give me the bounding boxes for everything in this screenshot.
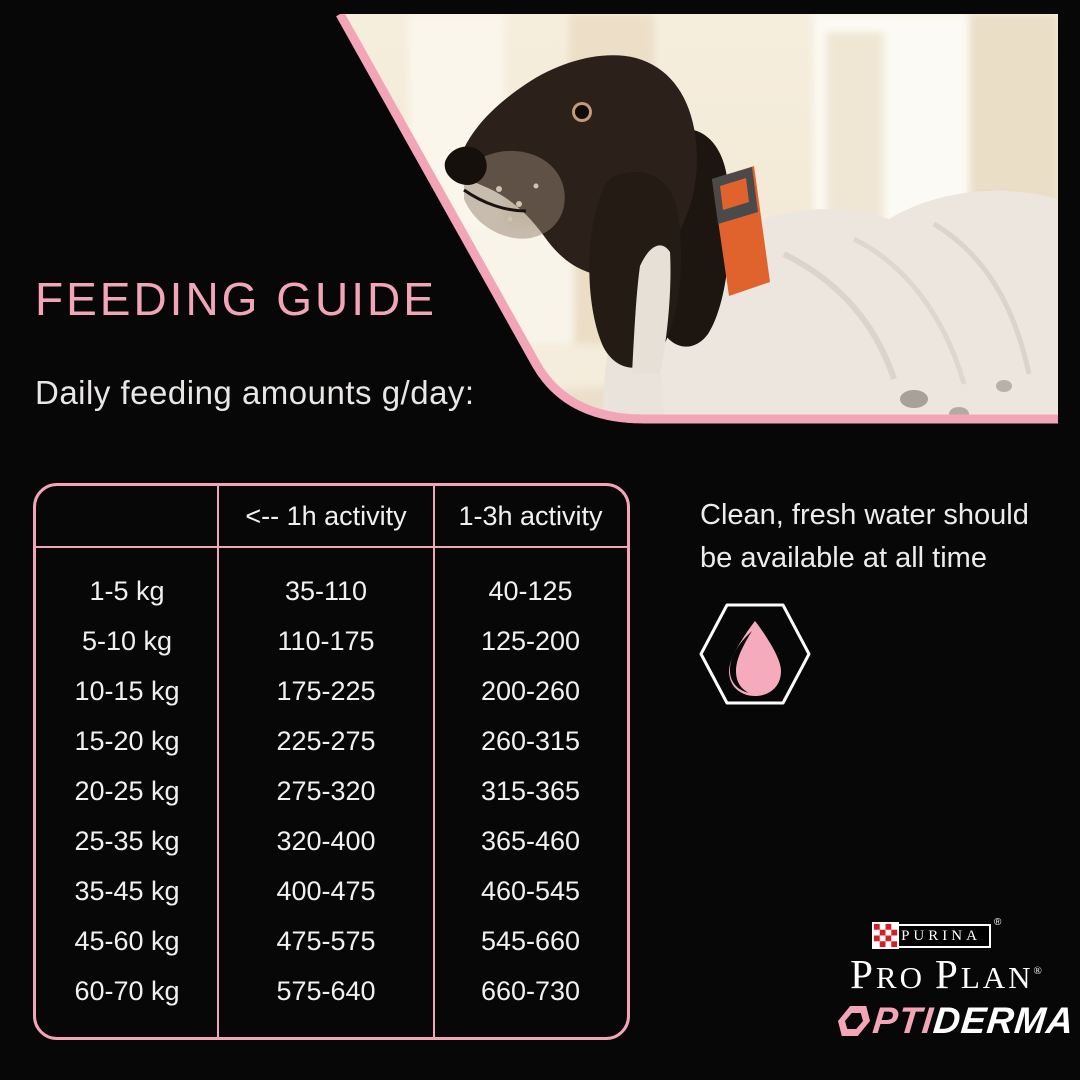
weight-cell: 45-60 kg bbox=[74, 925, 180, 956]
hexagon-badge bbox=[698, 602, 812, 706]
activity-high-cell: 660-730 bbox=[480, 975, 581, 1006]
weight-cell: 15-20 kg bbox=[74, 725, 180, 756]
weight-cell: 10-15 kg bbox=[74, 675, 180, 706]
activity-low-cell: 225-275 bbox=[276, 725, 376, 756]
proplan-registered-mark: ® bbox=[1033, 965, 1042, 977]
col-header-1h-activity: <-- 1h activity bbox=[245, 500, 407, 531]
page-title: FEEDING GUIDE bbox=[35, 273, 437, 325]
water-note: Clean, fresh water should be available a… bbox=[700, 494, 1029, 580]
activity-low-cell: 275-320 bbox=[276, 775, 376, 806]
purina-pro-plan-logo: PURINA ® PRO PLAN® bbox=[850, 917, 1042, 997]
activity-low-cell: 320-400 bbox=[276, 825, 376, 856]
purina-checkerboard-icon bbox=[872, 922, 899, 949]
pro-plan-wordmark: PRO PLAN® bbox=[850, 950, 1042, 998]
activity-high-cell: 260-315 bbox=[480, 725, 581, 756]
purina-wordmark: PURINA bbox=[901, 927, 981, 944]
proplan-letter: P bbox=[850, 951, 876, 997]
dog-photo-illustration bbox=[336, 11, 1058, 424]
page-subtitle: Daily feeding amounts g/day: bbox=[35, 374, 475, 411]
activity-low-cell: 475-575 bbox=[276, 925, 376, 956]
table-header-divider bbox=[36, 546, 627, 548]
dog-photo bbox=[314, 11, 1058, 427]
derma-text: DERMA bbox=[931, 1000, 1077, 1041]
activity-high-cell: 200-260 bbox=[480, 675, 581, 706]
activity-low-cell: 35-110 bbox=[284, 575, 368, 606]
weight-cell: 20-25 kg bbox=[74, 775, 180, 806]
activity-high-cell: 125-200 bbox=[480, 625, 581, 656]
opti-hexagon-o-icon bbox=[838, 1006, 871, 1036]
col-header-1-3h-activity: 1-3h activity bbox=[458, 500, 603, 531]
activity-low-cell: 175-225 bbox=[276, 675, 376, 706]
weight-cell: 25-35 kg bbox=[74, 825, 180, 856]
activity-high-cell: 545-660 bbox=[480, 925, 581, 956]
activity-low-cell: 110-175 bbox=[277, 625, 375, 656]
weight-cell: 5-10 kg bbox=[81, 625, 173, 656]
water-note-line1: Clean, fresh water should bbox=[700, 499, 1029, 531]
opti-text: PTI bbox=[870, 1000, 936, 1041]
weight-cell: 60-70 kg bbox=[74, 975, 180, 1006]
activity-low-cell: 575-640 bbox=[276, 975, 376, 1006]
optiderma-logo: PTI DERMA bbox=[834, 1000, 1077, 1042]
purina-registered-mark: ® bbox=[994, 917, 1002, 928]
weight-cell: 1-5 kg bbox=[89, 575, 165, 606]
weight-cell: 35-45 kg bbox=[74, 875, 180, 906]
activity-high-cell: 315-365 bbox=[480, 775, 581, 806]
table-divider-2 bbox=[433, 486, 435, 1037]
activity-high-cell: 40-125 bbox=[488, 575, 573, 606]
water-drop-icon bbox=[699, 603, 811, 705]
proplan-letter: P bbox=[935, 951, 961, 997]
table-header-row: <-- 1h activity 1-3h activity bbox=[36, 486, 627, 546]
feeding-table: <-- 1h activity 1-3h activity 1-5 kg 35-… bbox=[33, 483, 630, 1040]
proplan-letters: LAN bbox=[960, 960, 1034, 995]
purina-wordmark-box: PURINA bbox=[883, 924, 991, 948]
activity-high-cell: 365-460 bbox=[480, 825, 581, 856]
table-body: 1-5 kg 35-110 40-125 5-10 kg 110-175 125… bbox=[36, 566, 627, 1016]
activity-high-cell: 460-545 bbox=[480, 875, 581, 906]
water-note-line2: be available at all time bbox=[700, 542, 987, 574]
photo-pink-border bbox=[336, 11, 1058, 424]
table-divider-1 bbox=[217, 486, 219, 1037]
proplan-letters: RO bbox=[875, 960, 925, 995]
activity-low-cell: 400-475 bbox=[276, 875, 376, 906]
dog-collar bbox=[712, 166, 770, 296]
dog-figure bbox=[444, 55, 1058, 419]
